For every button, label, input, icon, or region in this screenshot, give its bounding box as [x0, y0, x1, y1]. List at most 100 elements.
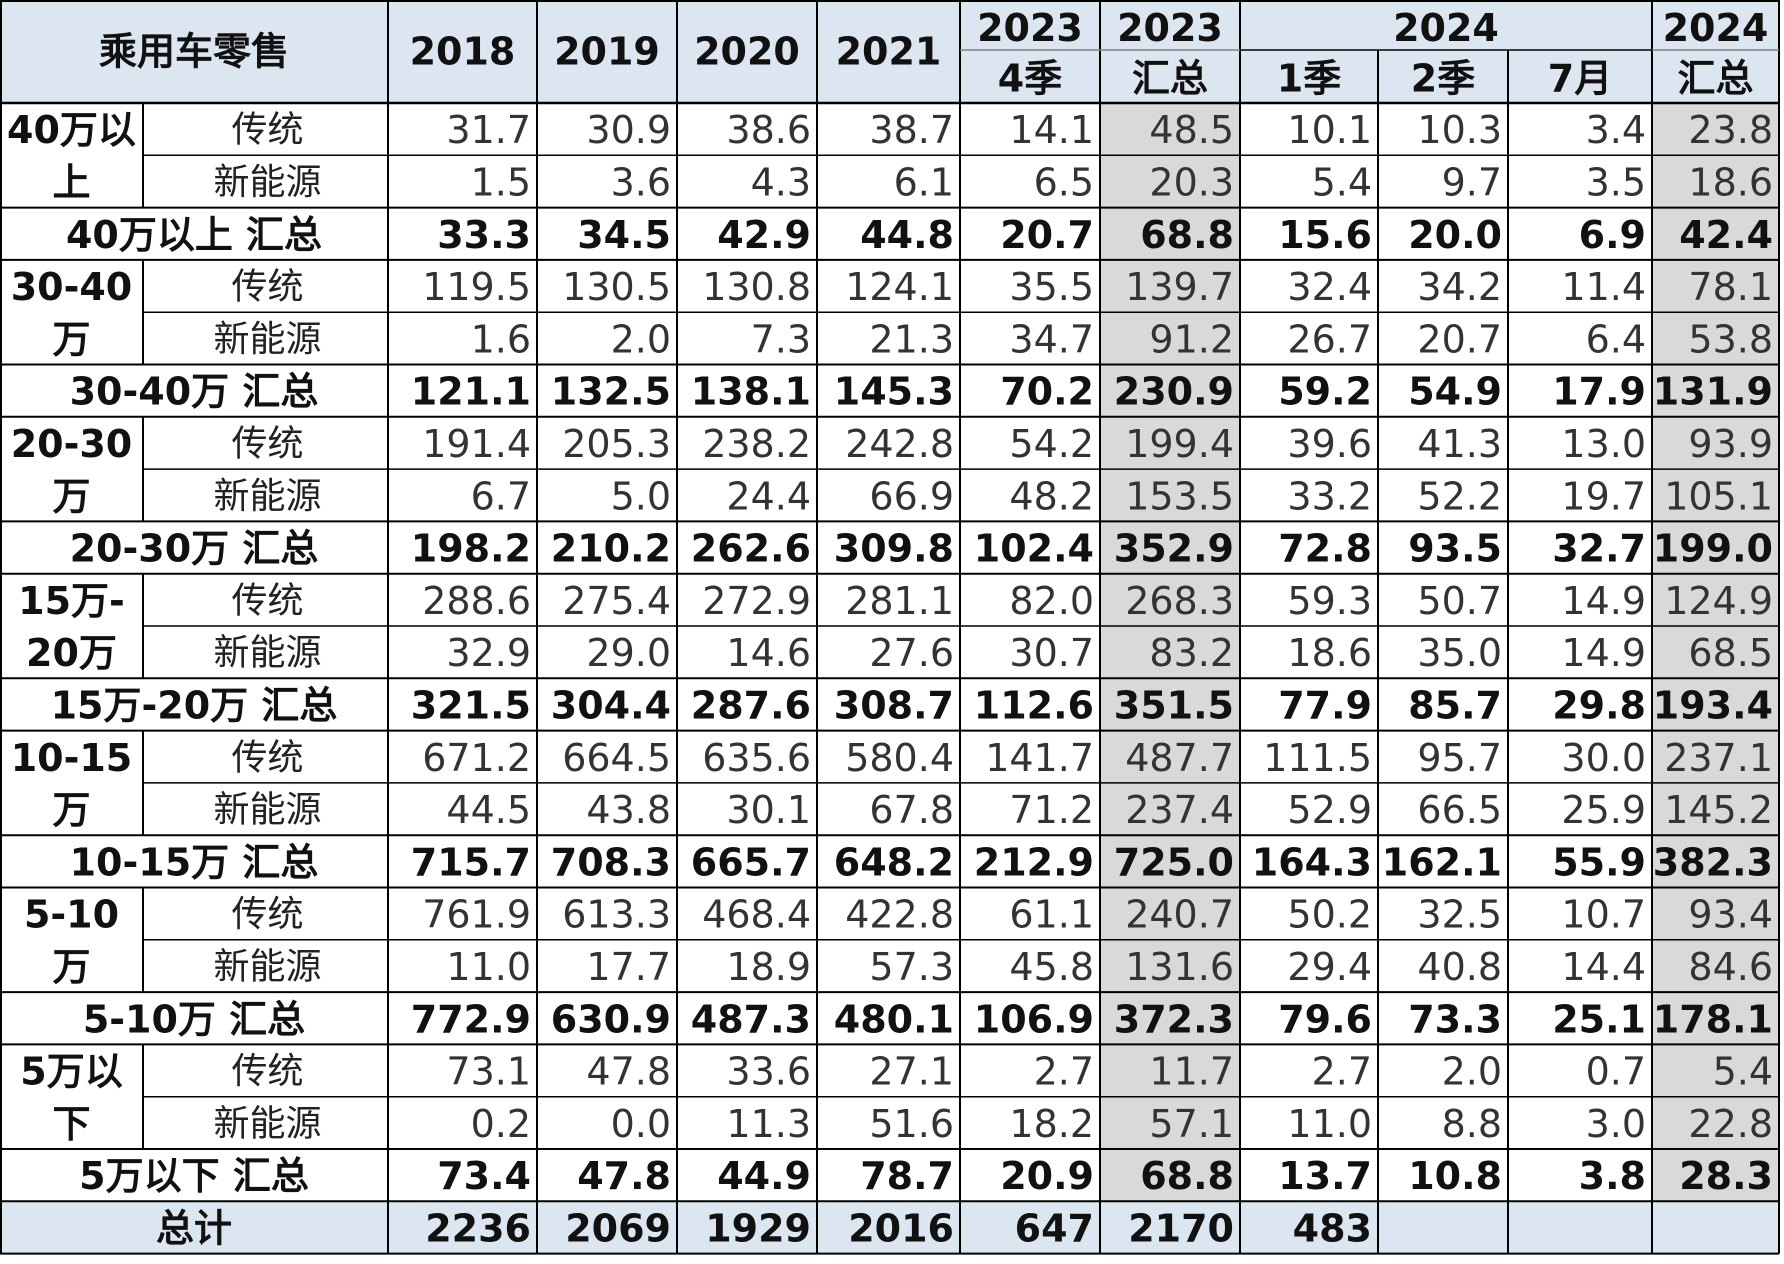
group-total-cell: 198.2	[411, 527, 531, 571]
table-cell: 199.4	[1125, 422, 1234, 466]
group-total-cell: 164.3	[1252, 840, 1372, 884]
table-cell: 29.4	[1287, 945, 1372, 989]
group-total-cell: 3.8	[1579, 1154, 1646, 1198]
table-cell: 240.7	[1125, 893, 1234, 937]
table-cell: 78.1	[1688, 265, 1773, 309]
table-cell: 238.2	[702, 422, 811, 466]
table-cell: 29.0	[586, 631, 671, 675]
table-cell: 14.9	[1561, 631, 1646, 675]
table-cell: 47.8	[586, 1050, 671, 1094]
header-background	[0, 0, 1779, 103]
table-cell: 32.4	[1287, 265, 1372, 309]
group-name: 15万-	[18, 579, 125, 623]
group-total-cell: 17.9	[1552, 370, 1646, 414]
table-cell: 30.7	[1009, 631, 1094, 675]
row-label: 传统	[231, 423, 303, 464]
group-total-cell: 28.3	[1679, 1154, 1773, 1198]
table-cell: 124.9	[1664, 579, 1773, 623]
table-cell: 14.6	[726, 631, 811, 675]
table-cell: 18.9	[726, 945, 811, 989]
table-cell: 635.6	[702, 736, 811, 780]
group-total-cell: 70.2	[1000, 370, 1094, 414]
table-cell: 6.1	[894, 160, 954, 204]
table-cell: 119.5	[422, 265, 531, 309]
table-cell: 33.6	[726, 1050, 811, 1094]
table-cell: 31.7	[446, 108, 531, 152]
table-cell: 83.2	[1149, 631, 1234, 675]
table-cell: 14.4	[1561, 945, 1646, 989]
table-cell: 66.9	[869, 474, 954, 518]
table-cell: 32.5	[1417, 893, 1502, 937]
group-total-cell: 351.5	[1114, 683, 1234, 727]
group-total-cell: 145.3	[834, 370, 954, 414]
group-total-cell: 480.1	[834, 997, 954, 1041]
group-total-cell: 178.1	[1653, 997, 1773, 1041]
group-total-label: 10-15万 汇总	[70, 840, 319, 884]
table-cell: 2.0	[611, 317, 671, 361]
column-subheader-q4: 4季	[998, 57, 1062, 101]
grand-total-cell: 647	[1015, 1206, 1094, 1250]
group-total-cell: 6.9	[1579, 213, 1646, 257]
row-label: 传统	[231, 267, 303, 308]
table-cell: 84.6	[1688, 945, 1773, 989]
group-name: 5-10	[24, 893, 119, 937]
table-cell: 82.0	[1009, 579, 1094, 623]
table-cell: 39.6	[1287, 422, 1372, 466]
table-cell: 61.1	[1009, 893, 1094, 937]
table-cell: 580.4	[845, 736, 954, 780]
group-total-cell: 93.5	[1408, 527, 1502, 571]
group-total-cell: 372.3	[1114, 997, 1234, 1041]
group-total-cell: 772.9	[411, 997, 531, 1041]
row-label: 传统	[231, 894, 303, 935]
group-total-cell: 73.4	[437, 1154, 531, 1198]
table-cell: 3.5	[1586, 160, 1646, 204]
table-cell: 145.2	[1664, 788, 1773, 832]
group-name: 上	[52, 160, 90, 204]
group-total-cell: 20.0	[1408, 213, 1502, 257]
row-label: 传统	[231, 110, 303, 151]
group-total-label: 5-10万 汇总	[83, 997, 305, 1041]
table-cell: 671.2	[422, 736, 531, 780]
group-total-cell: 193.4	[1653, 683, 1773, 727]
table-cell: 268.3	[1125, 579, 1234, 623]
row-label: 传统	[231, 737, 303, 778]
group-total-cell: 10.8	[1408, 1154, 1502, 1198]
table-cell: 11.0	[446, 945, 531, 989]
group-total-cell: 630.9	[551, 997, 671, 1041]
table-cell: 33.2	[1287, 474, 1372, 518]
row-label: 传统	[231, 1051, 303, 1092]
group-total-label: 30-40万 汇总	[70, 370, 319, 414]
table-cell: 664.5	[562, 736, 671, 780]
column-subheader-q1: 1季	[1277, 57, 1341, 101]
table-cell: 17.7	[586, 945, 671, 989]
table-cell: 242.8	[845, 422, 954, 466]
table-cell: 14.9	[1561, 579, 1646, 623]
table-cell: 35.5	[1009, 265, 1094, 309]
table-cell: 124.1	[845, 265, 954, 309]
group-total-cell: 44.8	[860, 213, 954, 257]
group-name: 下	[52, 1102, 90, 1146]
table-cell: 48.2	[1009, 474, 1094, 518]
column-header-2020: 2020	[694, 30, 800, 74]
grand-total-cell: 483	[1293, 1206, 1372, 1250]
group-total-cell: 102.4	[974, 527, 1094, 571]
table-cell: 22.8	[1688, 1102, 1773, 1146]
row-label: 新能源	[213, 162, 321, 203]
table-cell: 34.7	[1009, 317, 1094, 361]
table-cell: 14.1	[1009, 108, 1094, 152]
group-total-cell: 199.0	[1653, 527, 1773, 571]
table-cell: 130.5	[562, 265, 671, 309]
group-total-cell: 304.4	[551, 683, 671, 727]
group-name: 万	[52, 788, 90, 832]
column-header-2024: 2024	[1393, 6, 1499, 50]
table-cell: 57.3	[869, 945, 954, 989]
table-cell: 43.8	[586, 788, 671, 832]
group-total-cell: 85.7	[1408, 683, 1502, 727]
column-header-2021: 2021	[836, 30, 942, 74]
table-cell: 2.7	[1312, 1050, 1372, 1094]
table-cell: 11.7	[1149, 1050, 1234, 1094]
table-cell: 10.7	[1561, 893, 1646, 937]
table-cell: 11.0	[1287, 1102, 1372, 1146]
group-total-cell: 132.5	[551, 370, 671, 414]
